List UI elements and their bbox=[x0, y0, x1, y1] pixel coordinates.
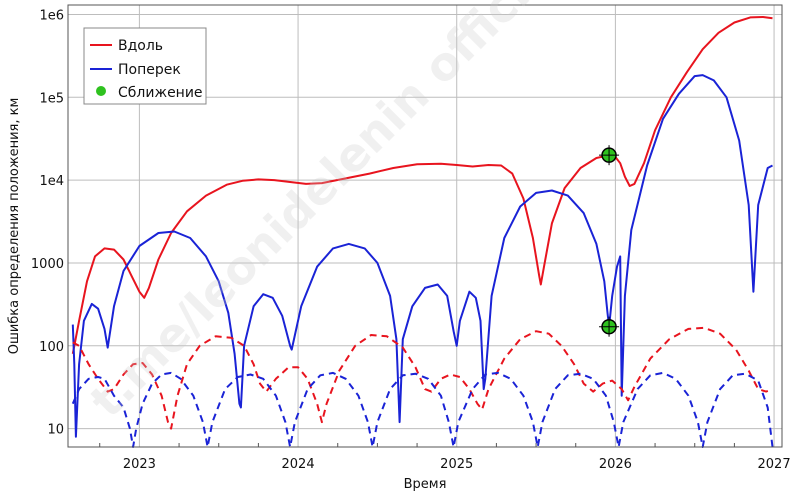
y-tick-label: 100 bbox=[39, 340, 64, 355]
y-tick-label: 1e5 bbox=[39, 91, 64, 106]
legend-label-1: Вдоль bbox=[118, 38, 163, 54]
series-line-3 bbox=[71, 371, 774, 448]
legend-label-2: Поперек bbox=[118, 62, 181, 78]
x-tick-label: 2026 bbox=[599, 457, 632, 472]
x-tick-label: 2027 bbox=[758, 457, 791, 472]
series-line-0 bbox=[71, 16, 773, 354]
series bbox=[71, 16, 774, 448]
x-axis-label: Время bbox=[404, 477, 447, 492]
y-axis-label: Ошибка определения положения, км bbox=[7, 98, 22, 355]
y-tick-label: 1e4 bbox=[39, 174, 64, 189]
legend-label-3: Сближение bbox=[118, 85, 203, 101]
x-tick-label: 2023 bbox=[123, 457, 156, 472]
series-line-1 bbox=[71, 74, 773, 438]
legend-marker-3 bbox=[96, 86, 106, 96]
series-line-2 bbox=[72, 326, 773, 430]
y-ticks: 10 100 1000 1e4 1e5 1e6 bbox=[31, 8, 64, 437]
y-tick-label: 1e6 bbox=[39, 8, 64, 23]
plot-frame bbox=[67, 4, 783, 448]
x-tick-label: 2025 bbox=[440, 457, 473, 472]
x-tick-label: 2024 bbox=[282, 457, 315, 472]
y-tick-label: 10 bbox=[47, 423, 64, 438]
x-ticks: 2023 2024 2025 2026 2027 bbox=[99, 443, 791, 472]
markers bbox=[599, 145, 620, 337]
legend: Вдоль Поперек Сближение bbox=[83, 27, 207, 105]
y-tick-label: 1000 bbox=[31, 257, 64, 272]
grid bbox=[68, 5, 782, 447]
